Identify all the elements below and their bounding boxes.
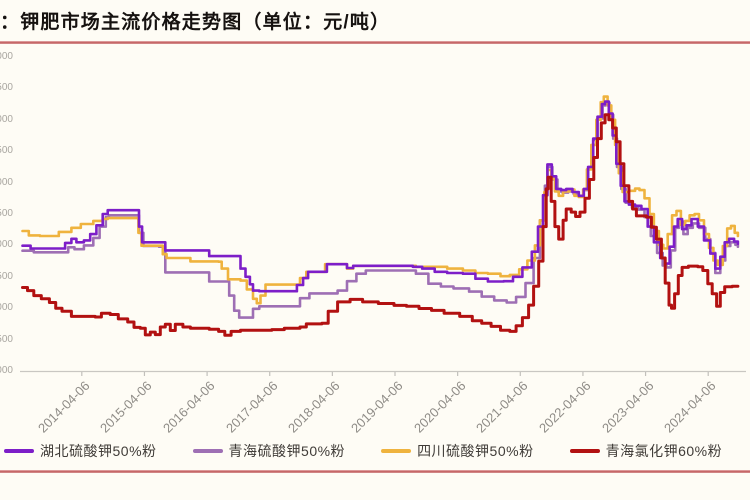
legend-label: 青海硫酸钾50%粉	[228, 443, 346, 459]
legend-swatch-icon	[4, 449, 34, 453]
legend-item: 青海氯化钾60%粉	[569, 441, 723, 461]
series-line-湖北硫酸钾50%粉	[21, 100, 740, 293]
y-axis-label: 4000	[0, 176, 13, 188]
legend-item: 四川硫酸钾50%粉	[381, 441, 534, 461]
y-axis-label: 3000	[0, 239, 13, 251]
chart-legend: 湖北硫酸钾50%粉 青海硫酸钾50%粉 四川硫酸钾50%粉 青海氯化钾60%粉	[4, 441, 750, 461]
legend-label: 青海氯化钾60%粉	[605, 443, 723, 459]
legend-item: 青海硫酸钾50%粉	[192, 441, 346, 461]
legend-swatch-icon	[192, 449, 223, 453]
legend-label: 四川硫酸钾50%粉	[417, 443, 534, 459]
legend-label: 湖北硫酸钾50%粉	[40, 443, 157, 459]
y-axis-label: 1500	[0, 333, 13, 345]
y-axis-label: 5500	[0, 82, 13, 94]
price-trend-chart	[20, 95, 746, 376]
y-axis-label: 3500	[0, 208, 13, 219]
legend-swatch-icon	[569, 449, 600, 453]
y-axis-labels: 6000 5500 5000 4500 4000 3500 3000 2500 2000 1500…	[0, 44, 14, 444]
y-axis-label: 4500	[0, 145, 13, 157]
bottom-divider-rule	[0, 470, 750, 473]
chart-title: ：钾肥市场主流价格走势图（单位：元/吨）	[0, 12, 391, 33]
top-divider-rule	[0, 41, 750, 44]
y-axis-label: 5000	[0, 113, 13, 125]
legend-item: 湖北硫酸钾50%粉	[4, 441, 157, 461]
y-axis-label: 2000	[0, 302, 13, 314]
legend-swatch-icon	[381, 449, 412, 453]
y-axis-label: 2500	[0, 270, 13, 282]
series-line-青海氯化钾60%粉	[21, 113, 740, 337]
y-axis-label: 6000	[0, 51, 13, 62]
y-axis-label: 1000	[0, 365, 13, 376]
